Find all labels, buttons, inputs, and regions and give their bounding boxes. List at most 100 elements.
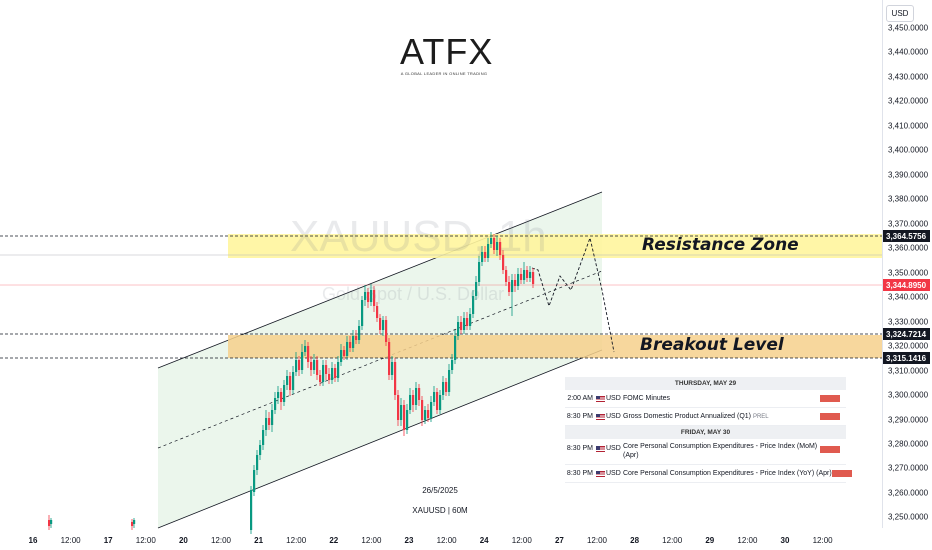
candle-body: [493, 238, 496, 250]
time-tick-label: 12:00: [812, 536, 833, 545]
candle-body: [361, 300, 364, 326]
candle-body: [505, 270, 508, 282]
candle-body: [385, 320, 388, 342]
price-tick-label: 3,250.0000: [888, 512, 929, 522]
calendar-event[interactable]: 8:30 PM USD Core Personal Consumption Ex…: [565, 439, 846, 465]
price-axis[interactable]: [882, 0, 932, 528]
symbol-watermark: XAUUSD, 1h: [290, 212, 547, 261]
candle-body: [499, 242, 502, 255]
calendar-event[interactable]: 8:30 PM USD Core Personal Consumption Ex…: [565, 465, 852, 483]
time-tick-label: 20: [178, 536, 188, 545]
event-name: Core Personal Consumption Expenditures -…: [623, 443, 818, 459]
resistance-zone: [228, 234, 882, 258]
candle-body: [484, 252, 487, 258]
candle-body: [481, 252, 484, 262]
us-flag-icon: [596, 395, 605, 402]
candle-body: [451, 360, 454, 370]
logo-text: ATFX: [400, 31, 494, 72]
candle-body: [313, 360, 316, 370]
candle-body: [487, 244, 490, 258]
event-name: Gross Domestic Product Annualized (Q1) P…: [623, 413, 820, 420]
candle-body: [268, 418, 271, 425]
candle-body: [475, 282, 478, 296]
event-time: 8:30 PM: [566, 470, 593, 477]
calendar-event[interactable]: 2:00 AM USD FOMC Minutes: [565, 390, 846, 408]
price-tick-label: 3,420.0000: [888, 96, 929, 106]
candle-body: [133, 520, 136, 524]
candle-body: [430, 402, 433, 418]
candle-body: [511, 280, 514, 292]
price-tick-label: 3,300.0000: [888, 390, 929, 400]
breakout-bottom-price-tag: 3,315.1416: [883, 352, 930, 364]
calendar-event[interactable]: 8:30 PM USD Gross Domestic Product Annua…: [565, 408, 846, 426]
candle-body: [352, 336, 355, 348]
candle-body: [325, 365, 328, 374]
candle-body: [409, 395, 412, 410]
time-axis[interactable]: 16 12:00 17 12:00 20 12:00 21 12:00 22 12:00 23 12:…: [0, 528, 882, 550]
candle-body: [520, 274, 523, 280]
candle-body: [283, 385, 286, 402]
currency-button[interactable]: USD: [886, 5, 914, 22]
candle-body: [379, 318, 382, 330]
time-tick-label: 30: [780, 536, 790, 545]
candle-body: [337, 362, 340, 378]
event-currency: USD: [606, 445, 621, 452]
candle-body: [328, 374, 331, 380]
high-impact-icon: [820, 395, 840, 402]
candle-body: [262, 430, 265, 445]
price-tick-label: 3,390.0000: [888, 170, 929, 180]
candle-body: [370, 290, 373, 302]
candle-body: [250, 490, 253, 530]
time-tick-label: 24: [479, 536, 489, 545]
candle-body: [478, 262, 481, 282]
candle-body: [394, 362, 397, 395]
candle-body: [427, 410, 430, 418]
candle-body: [388, 342, 391, 375]
candle-body: [508, 282, 511, 292]
prelim-tag: PREL: [752, 414, 769, 420]
candle-body: [514, 280, 517, 286]
candle-body: [286, 376, 289, 385]
price-tick-label: 3,400.0000: [888, 145, 929, 155]
channel-mid-line: [157, 270, 603, 449]
candle-body: [406, 410, 409, 430]
candle-body: [50, 520, 53, 524]
candle-body: [307, 346, 310, 362]
candle-body: [412, 395, 415, 405]
time-tick-label: 12:00: [286, 536, 307, 545]
price-tick-label: 3,430.0000: [888, 72, 929, 82]
candle-body: [448, 370, 451, 392]
candle-body: [415, 388, 418, 405]
time-tick-label: 12:00: [511, 536, 532, 545]
price-tick-label: 3,340.0000: [888, 292, 929, 302]
event-currency: USD: [606, 395, 621, 402]
candle-body: [445, 382, 448, 392]
price-tick-label: 3,450.0000: [888, 23, 929, 33]
candle-body: [280, 392, 283, 402]
price-tick-label: 3,320.0000: [888, 341, 929, 351]
price-tick-label: 3,350.0000: [888, 268, 929, 278]
time-tick-label: 12:00: [135, 536, 156, 545]
time-tick-label: 23: [404, 536, 414, 545]
breakout-level-label: Breakout Level: [640, 335, 784, 355]
candle-body: [463, 318, 466, 330]
candle-body: [310, 362, 313, 370]
candle-body: [349, 342, 352, 348]
candle-body: [346, 342, 349, 356]
candle-body: [289, 376, 292, 390]
resistance-price-tag: 3,364.5756: [883, 230, 930, 242]
candle-body: [364, 292, 367, 300]
time-tick-label: 29: [705, 536, 715, 545]
candle-body: [466, 318, 469, 326]
time-tick-label: 22: [329, 536, 339, 545]
calendar-day-header: FRIDAY, MAY 30: [565, 426, 846, 439]
price-tick-label: 3,410.0000: [888, 121, 929, 131]
price-tick-label: 3,310.0000: [888, 366, 929, 376]
candle-body: [131, 522, 134, 526]
event-currency: USD: [606, 470, 621, 477]
candle-body: [274, 398, 277, 410]
projection-path: [531, 236, 615, 353]
breakout-zone: [228, 335, 882, 358]
candle-body: [277, 392, 280, 398]
